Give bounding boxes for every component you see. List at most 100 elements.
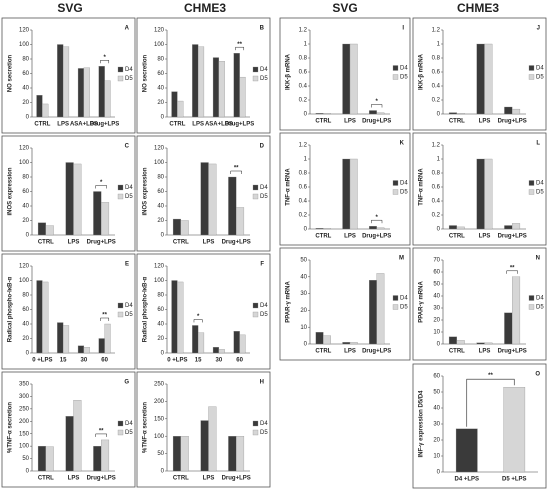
y-tick-label: 60 xyxy=(22,189,29,195)
y-tick-label: 80 xyxy=(157,293,164,299)
y-tick-label: 120 xyxy=(19,28,30,34)
legend-label: D5 xyxy=(260,312,268,318)
bar xyxy=(208,406,217,472)
y-tick-label: 20 xyxy=(157,218,164,224)
y-tick-label: 50 xyxy=(157,451,164,457)
bar xyxy=(323,228,331,230)
y-tick-label: 0 xyxy=(161,115,165,121)
bar xyxy=(192,44,199,118)
bar xyxy=(197,332,205,354)
bar xyxy=(36,280,43,354)
y-tick-label: 0 xyxy=(437,112,441,118)
bar xyxy=(342,158,351,230)
bar xyxy=(73,400,82,472)
legend-label: D5 xyxy=(536,190,544,196)
y-tick-label: 0 xyxy=(437,342,441,348)
panel-border xyxy=(136,135,271,252)
column-header: SVG xyxy=(57,1,82,15)
bar xyxy=(93,445,102,472)
y-tick-label: 100 xyxy=(19,160,30,166)
bar xyxy=(93,191,102,236)
significance-bracket xyxy=(95,433,107,437)
significance-bracket xyxy=(100,60,110,64)
bar xyxy=(448,112,457,115)
panel-border xyxy=(279,247,411,361)
x-tick-label: CTRL xyxy=(449,349,465,355)
y-axis-label: NO secretion xyxy=(143,55,149,93)
y-tick-label: 150 xyxy=(19,431,30,437)
x-tick-label: Drug+LPS xyxy=(362,234,391,240)
bar xyxy=(503,387,526,473)
y-tick-label: 80 xyxy=(157,57,164,63)
x-tick-label: Drug+LPS xyxy=(498,234,527,240)
bar xyxy=(323,335,331,345)
bar xyxy=(236,207,245,236)
bar xyxy=(177,281,184,354)
panel-border xyxy=(1,17,136,134)
legend-label: D5 xyxy=(260,430,268,436)
y-axis-label: iNOS expression xyxy=(143,167,149,215)
y-tick-label: 30 xyxy=(300,291,307,297)
bar xyxy=(98,66,105,118)
y-tick-label: 1.2 xyxy=(432,28,441,34)
y-tick-label: 40 xyxy=(22,86,29,92)
bar xyxy=(200,420,209,472)
panel-label: A xyxy=(125,26,130,32)
bar xyxy=(200,162,209,236)
bar xyxy=(456,226,465,230)
y-tick-label: 0.8 xyxy=(432,56,441,62)
y-tick-label: 30 xyxy=(433,422,440,428)
x-tick-label: CTRL xyxy=(38,240,54,246)
bar xyxy=(236,436,245,472)
bar xyxy=(512,108,521,115)
bar xyxy=(208,163,217,236)
bar xyxy=(98,338,105,354)
y-tick-label: 100 xyxy=(154,434,165,440)
bar xyxy=(456,340,465,345)
x-tick-label: 15 xyxy=(60,358,67,364)
y-tick-label: 20 xyxy=(157,100,164,106)
significance-bracket xyxy=(230,170,242,174)
column-header: CHME3 xyxy=(184,1,226,15)
bar xyxy=(369,226,377,230)
y-tick-label: 60 xyxy=(22,307,29,313)
legend-swatch xyxy=(117,66,124,73)
bar xyxy=(62,325,70,354)
legend-label: D4 xyxy=(260,303,268,309)
bar xyxy=(37,445,46,472)
legend-label: D5 xyxy=(400,75,408,81)
significance-bracket xyxy=(235,46,245,51)
bar xyxy=(212,347,220,354)
y-tick-label: 50 xyxy=(433,282,440,288)
x-tick-label: CTRL xyxy=(173,240,189,246)
significance-marker: * xyxy=(197,314,200,320)
y-tick-label: 20 xyxy=(433,438,440,444)
panel-label: H xyxy=(260,380,264,386)
x-tick-label: ASA+LPS xyxy=(205,122,233,128)
significance-bracket xyxy=(100,317,110,321)
y-tick-label: 0.6 xyxy=(432,185,441,191)
panel-label: E xyxy=(125,262,129,268)
y-tick-label: 80 xyxy=(22,175,29,181)
y-tick-label: 0.2 xyxy=(299,98,308,104)
x-tick-label: 60 xyxy=(236,358,243,364)
y-tick-label: 100 xyxy=(154,42,165,48)
bar xyxy=(45,446,54,472)
x-tick-label: CTRL xyxy=(34,122,50,128)
x-tick-label: LPS xyxy=(68,240,80,246)
panel-border xyxy=(412,247,547,361)
panel-border xyxy=(1,253,136,370)
y-tick-label: 40 xyxy=(22,322,29,328)
x-tick-label: Drug+LPS xyxy=(87,240,116,246)
bar xyxy=(376,112,385,115)
bar xyxy=(212,57,220,118)
y-tick-label: 120 xyxy=(19,264,30,270)
legend-label: D5 xyxy=(400,305,408,311)
legend-swatch xyxy=(528,295,535,301)
legend-swatch xyxy=(117,75,124,82)
y-tick-label: 350 xyxy=(19,382,30,388)
y-tick-label: 1.2 xyxy=(299,28,308,34)
significance-marker: ** xyxy=(488,373,493,379)
bar xyxy=(342,43,351,115)
y-tick-label: 0 xyxy=(437,470,441,476)
